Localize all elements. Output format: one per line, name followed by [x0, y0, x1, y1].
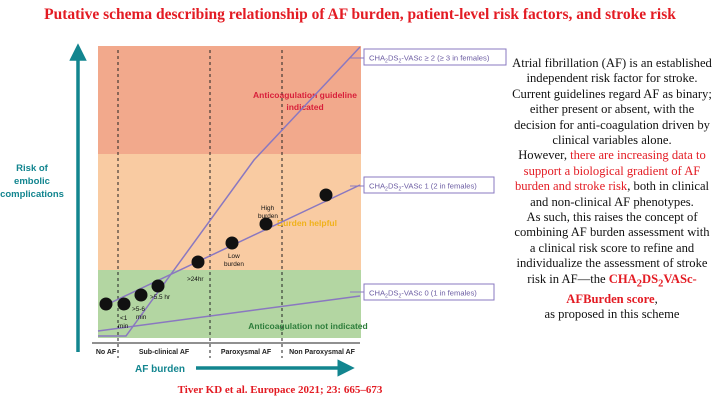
- score-line-high: [98, 46, 361, 337]
- zone-middle-label: Burden helpful: [277, 218, 337, 228]
- score-label-low: CHA2DS2-VASc 0 (1 in females): [369, 289, 477, 300]
- zone-burden-helpful: [98, 154, 361, 270]
- data-point: [319, 188, 333, 202]
- zone-anticoagulation-indicated: [98, 46, 361, 154]
- score-line-low: [97, 295, 361, 332]
- slide-title: Putative schema describing relationship …: [44, 6, 676, 23]
- point-label: burden: [224, 261, 244, 268]
- point-label: burden: [258, 213, 278, 220]
- citation: Tiver KD et al. Europace 2021; 23: 665–6…: [177, 384, 383, 396]
- point-label: >5-6: [132, 306, 145, 313]
- point-label: >5.5 hr: [150, 294, 171, 301]
- y-axis-label-line1: Risk of: [16, 163, 49, 174]
- score-box-medium: [363, 176, 495, 194]
- point-label: High: [261, 205, 275, 212]
- data-point: [99, 297, 113, 311]
- data-point: [191, 255, 205, 269]
- text-paragraph-1: Atrial fibrillation (AF) is an establish…: [512, 56, 712, 86]
- score-label-high: CHA2DS2-VASc ≥ 2 (≥ 3 in females): [369, 54, 490, 65]
- score-box-high: [363, 48, 507, 66]
- category-label-subclinical: Sub-clinical AF: [139, 349, 190, 356]
- text-paragraph-4: As such, this raises the concept of comb…: [514, 210, 710, 306]
- score-label-medium: CHA2DS2-VASc 1 (2 in females): [369, 182, 477, 193]
- y-axis-label-line2: embolic: [14, 176, 50, 187]
- x-axis-label: AF burden: [135, 364, 185, 375]
- data-point: [151, 279, 165, 293]
- zone-top-label-line2: indicated: [286, 102, 323, 112]
- score-name: CHA2DS2VASc-AFBurden score: [566, 271, 697, 306]
- text-paragraph-2: Current guidelines regard AF as binary; …: [512, 86, 712, 148]
- explanatory-text: Atrial fibrillation (AF) is an establish…: [512, 56, 712, 322]
- data-point: [134, 288, 148, 302]
- category-label-non-paroxysmal: Non Paroxysmal AF: [289, 349, 356, 356]
- category-label-paroxysmal: Paroxysmal AF: [221, 349, 272, 356]
- data-point: [225, 236, 239, 250]
- point-label: >24hr: [187, 276, 204, 283]
- point-label: <1: [120, 315, 128, 322]
- point-label: Low: [228, 253, 240, 260]
- text-paragraph-3: However, there are increasing data to su…: [514, 148, 710, 209]
- y-axis-label-line3: complications: [0, 189, 64, 200]
- zone-anticoagulation-not-indicated: [98, 270, 361, 338]
- point-label: min: [118, 323, 129, 330]
- text-paragraph-5: as proposed in this scheme: [544, 307, 680, 322]
- zone-bottom-label: Anticoagulation not indicated: [248, 321, 367, 331]
- data-points: [99, 188, 333, 311]
- score-box-low: [363, 283, 495, 301]
- point-label: min: [136, 314, 147, 321]
- category-label-no-af: No AF: [96, 349, 117, 356]
- data-point: [259, 217, 273, 231]
- data-point: [117, 297, 131, 311]
- zone-top-label-line1: Anticoagulation guideline: [253, 90, 357, 100]
